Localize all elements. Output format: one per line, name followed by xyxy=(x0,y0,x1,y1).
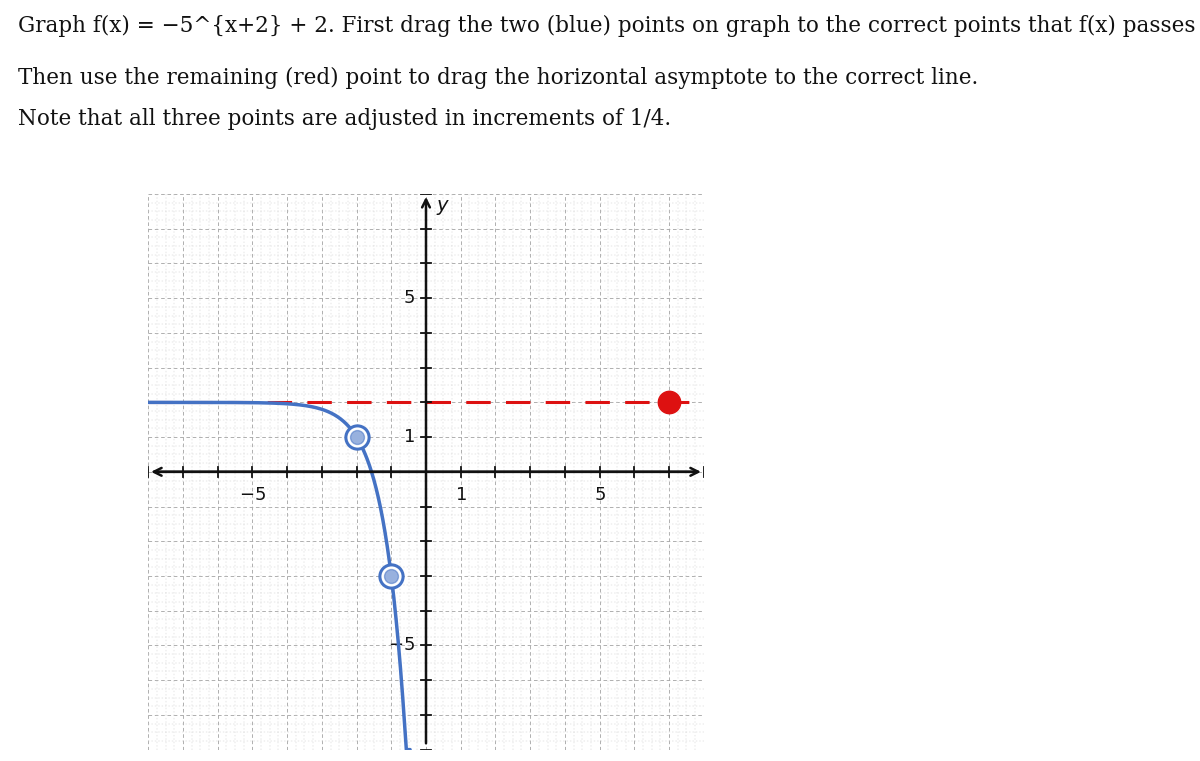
Text: Note that all three points are adjusted in increments of 1/4.: Note that all three points are adjusted … xyxy=(18,108,671,130)
Point xyxy=(382,570,401,582)
Text: Graph f(x) = −5^{x+2} + 2. First drag the two (blue) points on graph to the corr: Graph f(x) = −5^{x+2} + 2. First drag th… xyxy=(18,15,1200,37)
Text: $y$: $y$ xyxy=(436,198,450,217)
Text: $1$: $1$ xyxy=(403,428,415,446)
Point xyxy=(347,431,366,443)
Text: $-5$: $-5$ xyxy=(239,486,266,505)
Point xyxy=(660,396,679,409)
Point xyxy=(382,570,401,582)
Text: Then use the remaining (red) point to drag the horizontal asymptote to the corre: Then use the remaining (red) point to dr… xyxy=(18,67,978,89)
Text: $5$: $5$ xyxy=(594,486,606,505)
Text: $1$: $1$ xyxy=(455,486,467,505)
Point xyxy=(347,431,366,443)
Text: $-5$: $-5$ xyxy=(388,636,415,654)
Text: $5$: $5$ xyxy=(403,289,415,307)
